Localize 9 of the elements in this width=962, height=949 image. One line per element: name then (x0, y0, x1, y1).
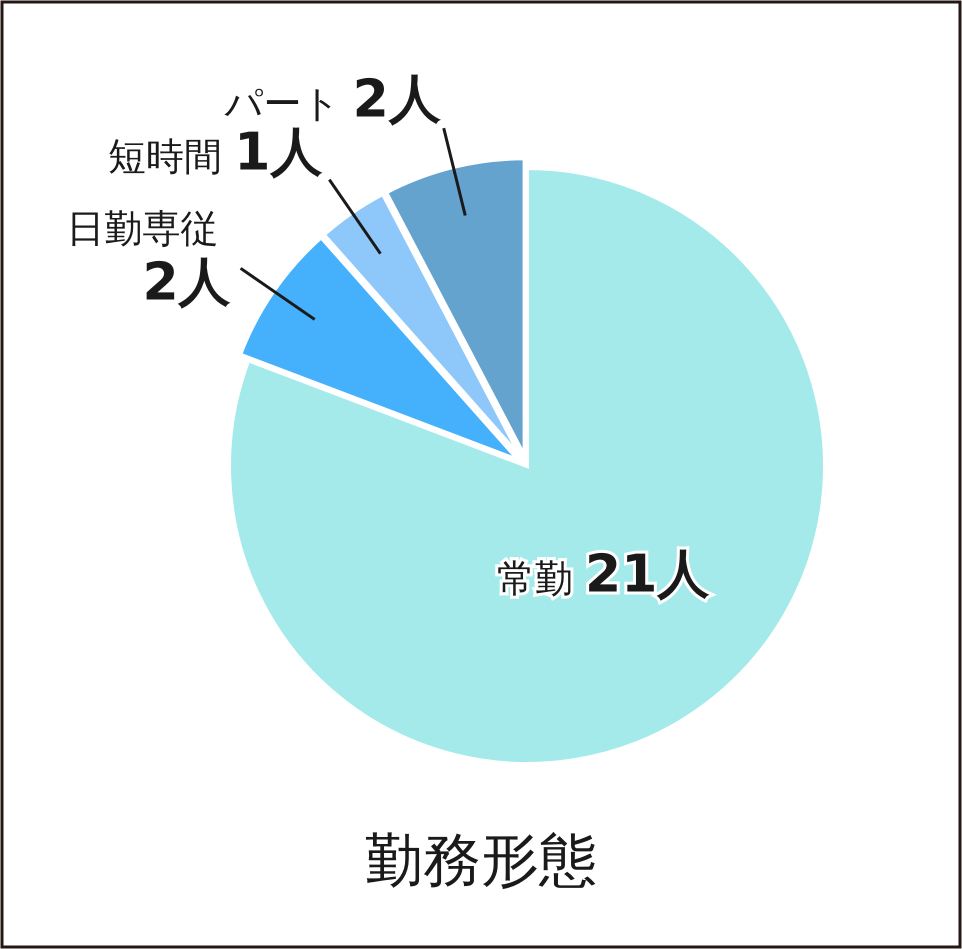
slice-label: 日勤専従 (66, 206, 231, 250)
data-label: 2人 (142, 252, 231, 312)
data-label: 2人 (352, 69, 441, 130)
slice-label: 常勤 (496, 556, 586, 600)
data-label: 21人 (585, 544, 710, 604)
slice-label: 短時間 (108, 134, 234, 179)
slice-label: パート (224, 81, 353, 126)
text: 勤務形態 (365, 826, 597, 894)
data-label: 1人 (234, 122, 322, 183)
